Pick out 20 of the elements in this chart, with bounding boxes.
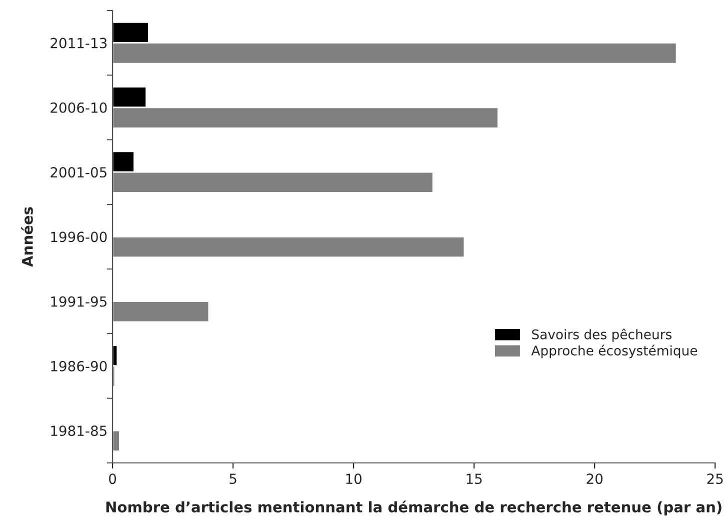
y-tick-label: 2011-13 [50,38,107,48]
x-tick-label: 10 [346,474,362,484]
y-tick-label: 1986-90 [51,360,107,372]
x-tick-label: 5 [230,474,236,484]
bar [112,236,466,258]
y-tick-label: 1991-95 [51,296,106,307]
bar [112,430,120,452]
bar [112,300,210,323]
y-tick-label: 2006-10 [50,102,107,113]
x-tick-label: 25 [707,474,723,484]
y-tick-label: 1996-00 [51,232,107,242]
x-tick-label: 15 [466,474,482,484]
y-tick-label: 1981-85 [51,426,106,436]
x-axis-title: Nombre d’articles mentionnant la démarche de recherche retenue (par an) [106,500,722,516]
legend-label: Approche écosystémique [531,344,698,358]
y-axis-title: Années [21,207,33,267]
x-tick-label: 20 [586,474,603,484]
legend-label: Savoirs des pêcheurs [532,328,672,342]
x-tick-label: 0 [109,474,116,484]
y-tick-label: 2001-05 [50,167,106,178]
